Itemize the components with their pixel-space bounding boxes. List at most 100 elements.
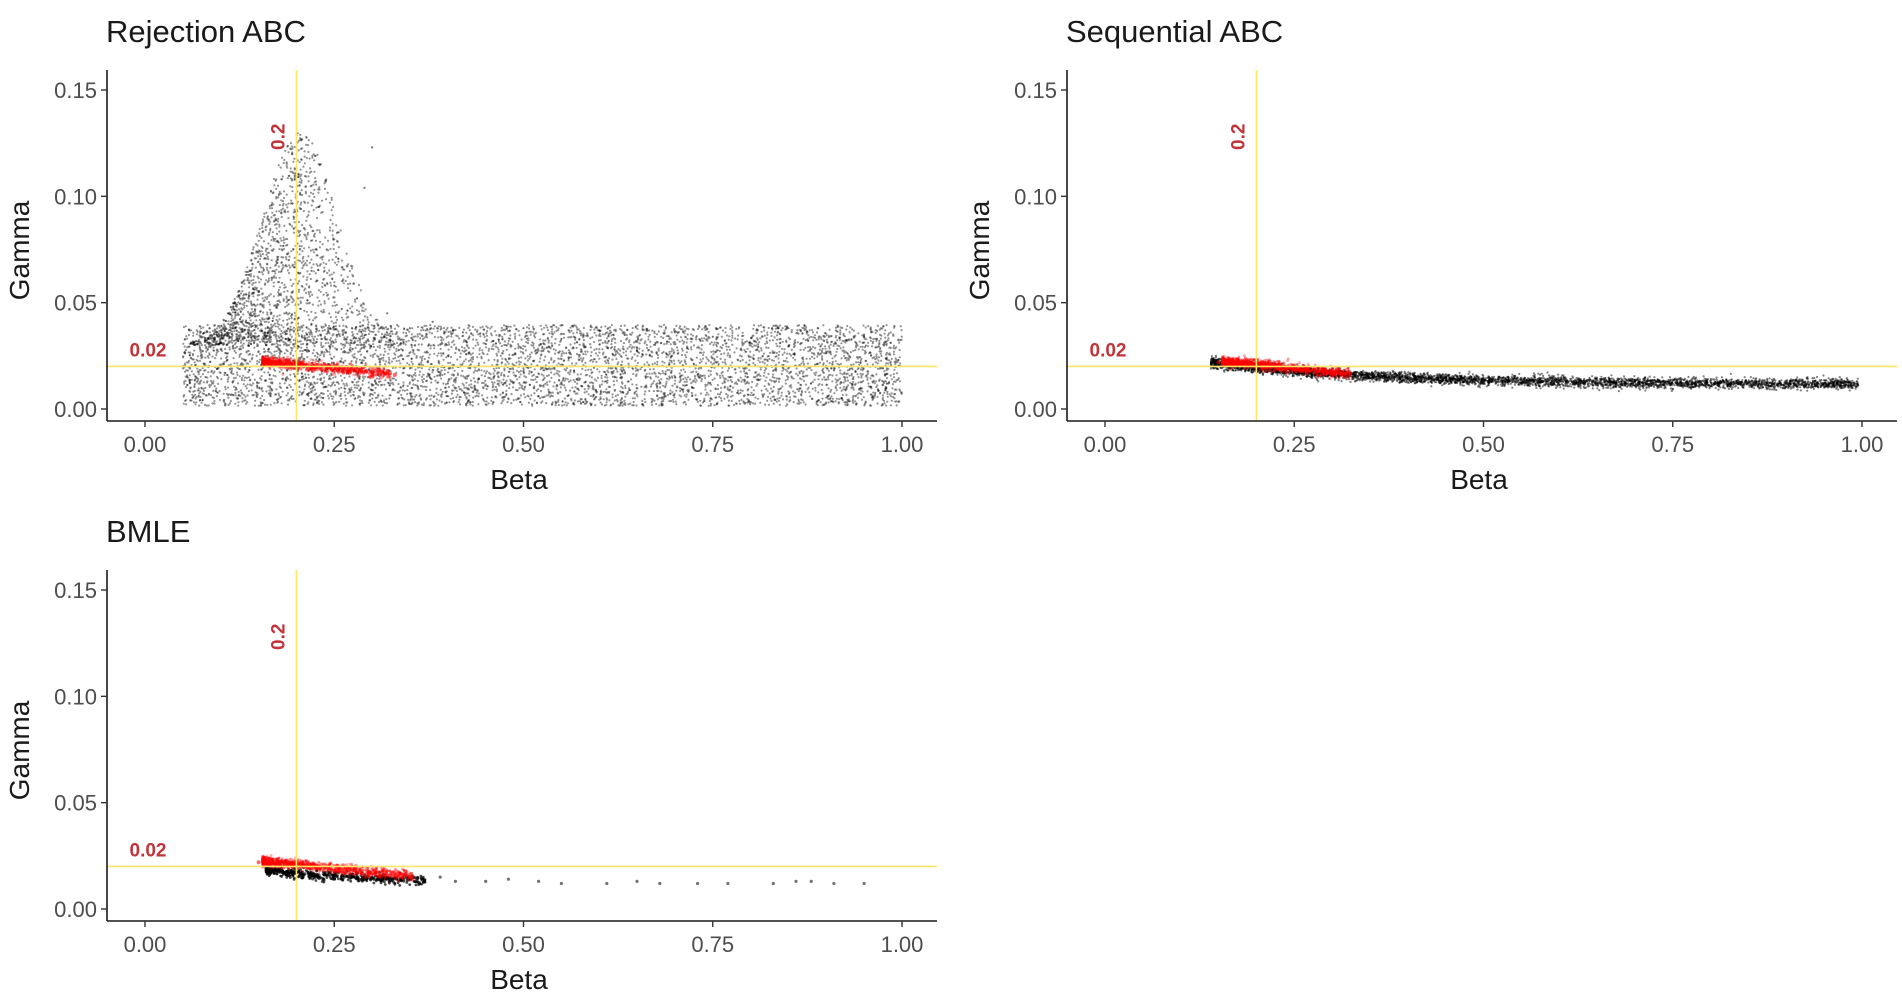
sample-point — [840, 342, 843, 345]
sample-point — [548, 380, 551, 383]
sample-point — [720, 372, 723, 375]
sample-point — [740, 347, 743, 350]
sample-point — [753, 344, 756, 347]
sample-point — [504, 382, 507, 385]
sample-point — [761, 355, 764, 358]
sample-point — [379, 353, 382, 356]
sample-point — [697, 375, 700, 379]
sample-point — [369, 404, 373, 407]
sample-point — [886, 334, 890, 337]
sample-point — [848, 374, 851, 377]
sample-point — [236, 362, 239, 365]
sample-point — [472, 377, 475, 380]
sample-point — [474, 369, 477, 372]
sample-point — [293, 360, 296, 363]
sample-point — [657, 347, 660, 350]
sample-point — [692, 344, 696, 347]
sample-point — [511, 354, 514, 357]
sample-point — [217, 350, 220, 353]
sample-point — [898, 341, 901, 344]
sample-point — [830, 340, 833, 344]
sample-point — [893, 393, 896, 396]
sample-point — [244, 385, 247, 388]
sample-point — [635, 373, 638, 376]
sample-point — [716, 355, 719, 358]
sample-point — [561, 379, 564, 382]
sample-point — [345, 397, 348, 400]
sample-point — [508, 383, 511, 386]
sample-point — [432, 395, 435, 399]
sample-point — [375, 377, 378, 380]
sample-point — [884, 387, 887, 390]
sample-point — [476, 356, 479, 359]
sample-point — [898, 356, 901, 359]
sample-point — [344, 359, 347, 362]
sample-point — [561, 404, 564, 407]
sample-point — [858, 363, 861, 366]
sample-point — [740, 380, 743, 383]
sample-point — [437, 352, 440, 355]
sample-point — [268, 389, 271, 392]
sample-point — [554, 337, 557, 341]
sample-point — [236, 371, 239, 374]
sample-point — [606, 358, 609, 361]
sample-point — [195, 396, 198, 399]
sample-point — [416, 333, 419, 336]
sample-point — [422, 402, 425, 405]
sample-point — [874, 361, 878, 364]
sample-point — [562, 359, 566, 362]
sample-point — [210, 379, 213, 383]
sample-point — [874, 337, 877, 340]
sample-point — [556, 391, 559, 394]
sample-point — [723, 385, 727, 388]
sample-point — [777, 361, 781, 364]
sample-point — [645, 328, 649, 331]
sample-point — [757, 324, 760, 327]
sample-point — [530, 363, 533, 366]
sample-point — [381, 394, 384, 397]
sample-point — [390, 360, 393, 363]
sample-point — [267, 360, 270, 363]
sample-point — [785, 339, 788, 342]
sample-point — [182, 326, 185, 329]
sample-point — [229, 400, 232, 403]
sample-point — [548, 361, 551, 364]
sample-point — [679, 336, 683, 339]
sample-point — [730, 376, 733, 379]
sample-point — [514, 352, 517, 355]
sample-point — [225, 352, 228, 355]
sample-point — [709, 404, 712, 407]
sample-point — [770, 379, 773, 382]
sample-point — [786, 367, 790, 370]
sample-point — [226, 380, 229, 383]
sample-point — [895, 372, 899, 375]
sample-point — [653, 335, 656, 338]
sample-point — [351, 348, 354, 351]
sample-point — [477, 368, 480, 371]
sample-point — [733, 351, 736, 354]
sample-point — [751, 356, 754, 359]
sample-point — [345, 382, 348, 385]
sample-point — [414, 335, 417, 338]
sample-point — [706, 358, 709, 361]
sample-point — [478, 332, 481, 335]
sample-point — [273, 343, 276, 346]
sample-point — [366, 350, 369, 353]
sample-point — [335, 381, 338, 384]
sample-point — [337, 387, 341, 390]
sample-point — [201, 335, 204, 339]
sample-point — [773, 330, 777, 333]
sample-point — [342, 324, 345, 327]
sample-point — [528, 370, 531, 373]
sample-point — [616, 400, 619, 403]
sample-point — [819, 345, 822, 348]
sample-point — [250, 333, 253, 336]
sample-point — [614, 367, 617, 370]
sample-point — [274, 393, 277, 396]
sample-point — [555, 401, 558, 404]
sample-point — [315, 402, 318, 405]
sample-point — [200, 357, 203, 360]
sample-point — [471, 400, 474, 404]
sample-point — [859, 368, 863, 371]
sample-point — [607, 359, 610, 363]
